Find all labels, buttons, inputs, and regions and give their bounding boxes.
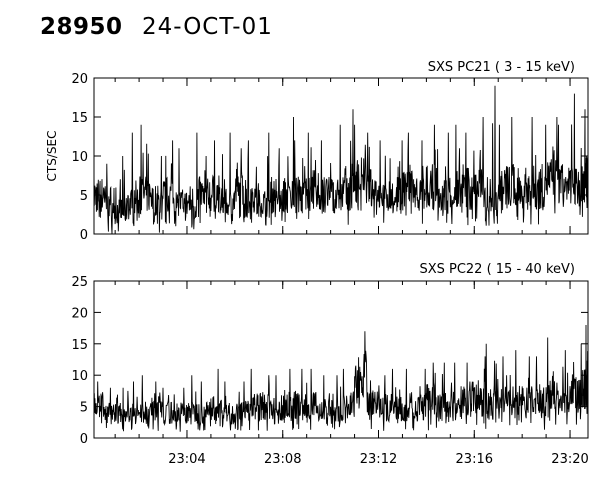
- panel-pc21: SXS PC21 ( 3 - 15 keV) CTS/SEC 0 5 10 15 20: [45, 60, 589, 243]
- y-tick-label: 5: [80, 189, 88, 204]
- tick-group: 0 5 10 15 20 25 23:04 23:08 23:12 23:16 23:20: [71, 275, 588, 467]
- y-tick-label: 15: [71, 111, 88, 126]
- data-layer: [93, 85, 589, 235]
- y-tick-label: 0: [80, 228, 88, 243]
- observation-date: 24-OCT-01: [142, 14, 273, 40]
- y-tick-label: 10: [71, 150, 88, 165]
- y-tick-label: 20: [71, 306, 88, 321]
- series-line: [93, 324, 589, 432]
- y-tick-label: 10: [71, 369, 88, 384]
- x-tick-label: 23:04: [168, 452, 205, 467]
- x-tick-label: 23:08: [264, 452, 301, 467]
- y-tick-label: 20: [71, 72, 88, 87]
- tick-group: 0 5 10 15 20: [71, 72, 588, 243]
- y-axis-label: CTS/SEC: [45, 131, 59, 182]
- y-tick-label: 0: [80, 432, 88, 447]
- y-tick-label: 15: [71, 338, 88, 353]
- panel-title: SXS PC22 ( 15 - 40 keV): [419, 262, 575, 277]
- series-line: [93, 85, 589, 235]
- x-tick-label: 23:12: [360, 452, 397, 467]
- x-tick-label: 23:20: [551, 452, 588, 467]
- y-tick-label: 25: [71, 275, 88, 290]
- panel-title: SXS PC21 ( 3 - 15 keV): [428, 60, 575, 75]
- y-tick-label: 5: [80, 401, 88, 416]
- x-tick-label: 23:16: [456, 452, 493, 467]
- observation-number: 28950: [40, 14, 123, 40]
- panel-pc22: SXS PC22 ( 15 - 40 keV) 0 5 10 15 20 25 23:04 2…: [71, 262, 588, 467]
- data-layer: [93, 324, 589, 432]
